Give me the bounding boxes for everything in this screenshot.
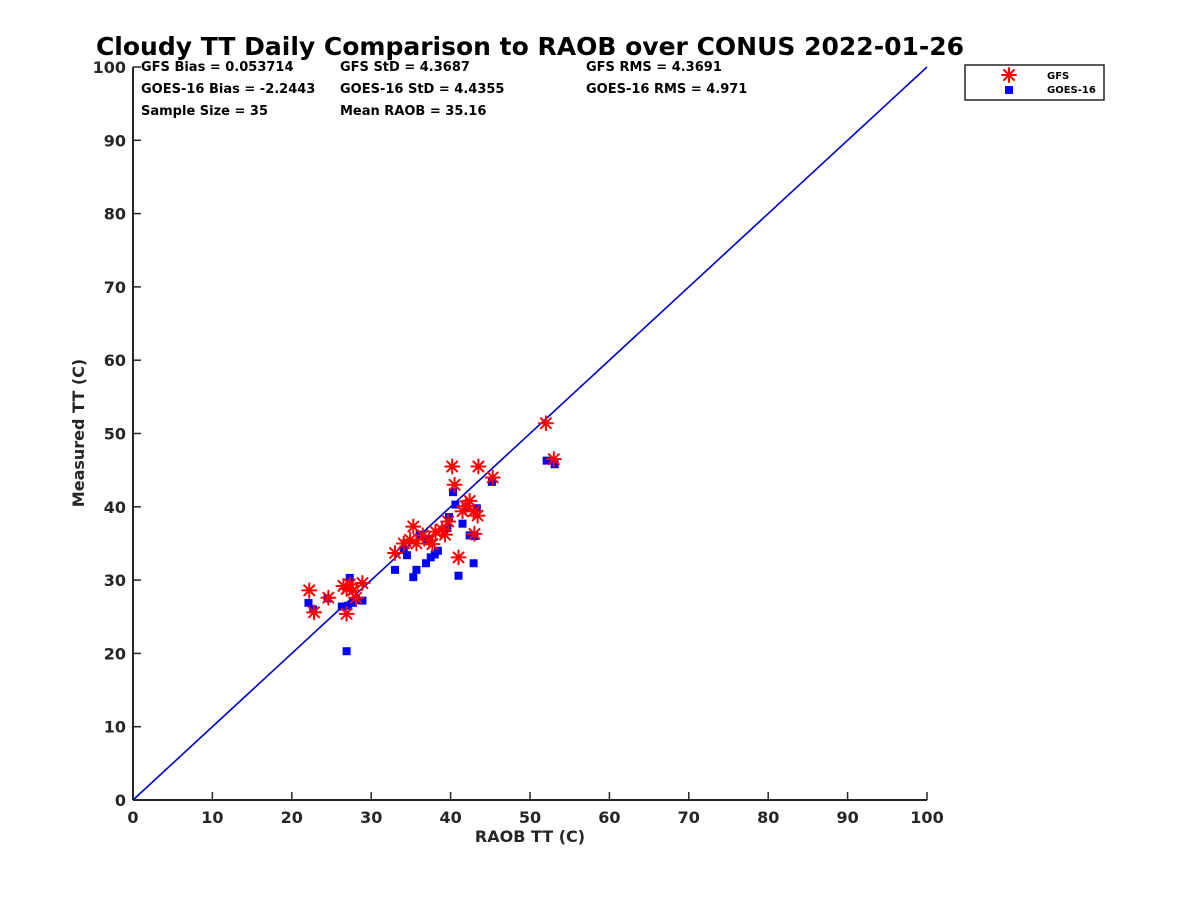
gfs-point	[387, 544, 404, 561]
goes-16-point	[409, 573, 418, 582]
goes-rms-stat: GOES-16 RMS = 4.971	[586, 82, 747, 97]
one-to-one-line	[132, 66, 928, 801]
sample-size-stat: Sample Size = 35	[141, 104, 268, 119]
gfs-point	[348, 589, 365, 606]
gfs-point	[320, 589, 337, 606]
x-tick-label: 40	[439, 808, 461, 827]
x-tick-label: 80	[757, 808, 779, 827]
goes-16-point	[391, 565, 400, 574]
gfs-point	[450, 549, 467, 566]
gfs-point	[338, 605, 355, 622]
gfs-point	[545, 451, 562, 468]
goes-16-point	[304, 598, 313, 607]
goes-16-point	[421, 559, 430, 568]
x-ticks: 0 10 20 30 40 50 60 70 80 90 100	[127, 792, 944, 827]
x-axis-label: RAOB TT (C)	[475, 827, 585, 846]
gfs-point	[408, 535, 425, 552]
y-ticks: 0 10 20 30 40 50 60 70 80 90 100	[93, 58, 141, 810]
chart-title: Cloudy TT Daily Comparison to RAOB over …	[96, 32, 964, 61]
goes-16-point	[342, 647, 351, 656]
plot-area: 0 10 20 30 40 50 60 70 80 90 100 0 10 20 30 40 50 60 70 80…	[93, 58, 944, 827]
legend-goes-label: GOES-16	[1047, 85, 1096, 96]
mean-raob-stat: Mean RAOB = 35.16	[340, 104, 486, 119]
y-tick-label: 40	[104, 498, 126, 517]
gfs-point	[306, 604, 323, 621]
gfs-point	[424, 536, 441, 553]
goes-16-point	[469, 559, 478, 568]
x-tick-label: 60	[598, 808, 620, 827]
x-tick-label: 20	[281, 808, 303, 827]
legend-box	[964, 64, 1105, 101]
goes-16-point	[412, 565, 421, 574]
gfs-point	[469, 507, 486, 524]
x-tick-label: 30	[360, 808, 382, 827]
gfs-point	[537, 415, 554, 432]
legend-gfs-marker	[1001, 67, 1017, 83]
y-tick-label: 0	[115, 791, 126, 810]
gfs-rms-stat: GFS RMS = 4.3691	[586, 60, 722, 75]
legend-gfs-label: GFS	[1047, 71, 1069, 82]
gfs-point	[437, 526, 454, 543]
gfs-point	[444, 458, 461, 475]
gfs-point	[405, 518, 422, 535]
goes-16-point	[358, 596, 367, 605]
goes-16-point	[344, 601, 353, 610]
x-tick-label: 10	[201, 808, 223, 827]
x-tick-label: 50	[519, 808, 541, 827]
gfs-point	[440, 513, 457, 530]
y-axis-label: Measured TT (C)	[69, 359, 88, 507]
y-tick-label: 50	[104, 425, 126, 444]
gfs-point	[457, 498, 474, 515]
goes-16-point	[465, 531, 474, 540]
legend: GFS GOES-16	[964, 64, 1105, 101]
gfs-point	[484, 469, 501, 486]
gfs-point	[470, 458, 487, 475]
y-tick-label: 100	[93, 58, 126, 77]
goes-16-point	[458, 519, 467, 528]
y-tick-label: 70	[104, 278, 126, 297]
goes-bias-stat: GOES-16 Bias = -2.2443	[141, 82, 315, 97]
goes-16-point	[448, 488, 457, 497]
y-tick-label: 60	[104, 351, 126, 370]
gfs-points	[301, 415, 562, 622]
gfs-std-stat: GFS StD = 4.3687	[340, 60, 470, 75]
goes-16-point	[337, 602, 346, 611]
x-tick-label: 90	[836, 808, 858, 827]
stats-block: GFS Bias = 0.053714 GFS StD = 4.3687 GFS…	[141, 60, 747, 119]
gfs-bias-stat: GFS Bias = 0.053714	[141, 60, 294, 75]
y-tick-label: 10	[104, 718, 126, 737]
gfs-point	[301, 582, 318, 599]
goes-16-point	[451, 500, 460, 509]
x-tick-label: 0	[127, 808, 138, 827]
gfs-point	[354, 575, 371, 592]
goes-std-stat: GOES-16 StD = 4.4355	[340, 82, 504, 97]
x-tick-label: 70	[678, 808, 700, 827]
y-tick-label: 90	[104, 131, 126, 150]
x-tick-label: 100	[910, 808, 943, 827]
goes-16-points	[304, 456, 559, 656]
y-tick-label: 30	[104, 571, 126, 590]
gfs-point	[466, 525, 483, 542]
legend-goes-marker	[1005, 86, 1013, 94]
goes-16-point	[433, 546, 442, 555]
goes-16-point	[402, 551, 411, 560]
goes-16-point	[454, 571, 463, 580]
goes-16-point	[542, 456, 551, 465]
y-tick-label: 20	[104, 644, 126, 663]
gfs-point	[446, 476, 463, 493]
y-tick-label: 80	[104, 205, 126, 224]
